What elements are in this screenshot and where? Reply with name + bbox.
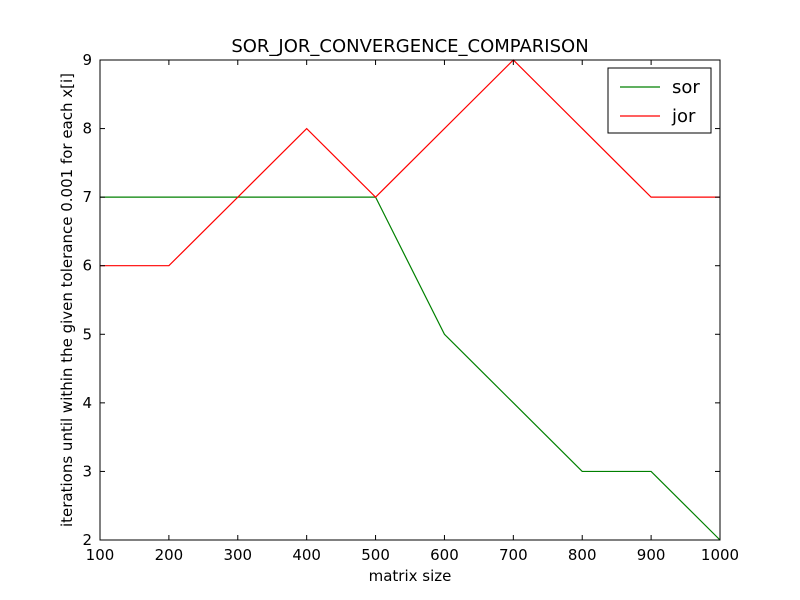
y-tick-label: 3 [82,462,92,480]
legend-label-sor: sor [672,77,700,98]
series-line-sor [100,196,721,541]
y-axis-title: iterations until within the given tolera… [58,73,76,527]
legend-box [607,67,712,134]
legend: sor jor [607,67,712,134]
y-tick-label: 6 [82,257,92,275]
x-tick-label: 100 [86,546,115,564]
x-axis-title: matrix size [369,567,452,585]
y-tick-label: 9 [82,51,92,69]
x-tick-labels: 100 200 300 400 500 600 700 800 900 1000 [86,546,739,564]
x-tick-label: 600 [430,546,459,564]
y-tick-label: 5 [82,325,92,343]
x-tick-label: 700 [499,546,528,564]
x-tick-label: 300 [223,546,252,564]
legend-label-jor: jor [671,106,696,127]
x-tick-label: 200 [155,546,184,564]
x-tick-label: 1000 [701,546,739,564]
x-tick-label: 800 [568,546,597,564]
y-tick-label: 4 [82,394,92,412]
x-tick-label: 500 [361,546,390,564]
x-tick-label: 900 [637,546,666,564]
chart-title: SOR_JOR_CONVERGENCE_COMPARISON [231,36,588,57]
y-tick-label: 8 [82,120,92,138]
x-tick-label: 400 [292,546,321,564]
y-tick-label: 7 [82,188,92,206]
plot-area-frame [99,59,721,541]
series-layer [100,59,721,541]
y-tick-labels: 2 3 4 5 6 7 8 9 [82,51,92,549]
y-tick-label: 2 [82,531,92,549]
series-line-jor [100,59,720,267]
